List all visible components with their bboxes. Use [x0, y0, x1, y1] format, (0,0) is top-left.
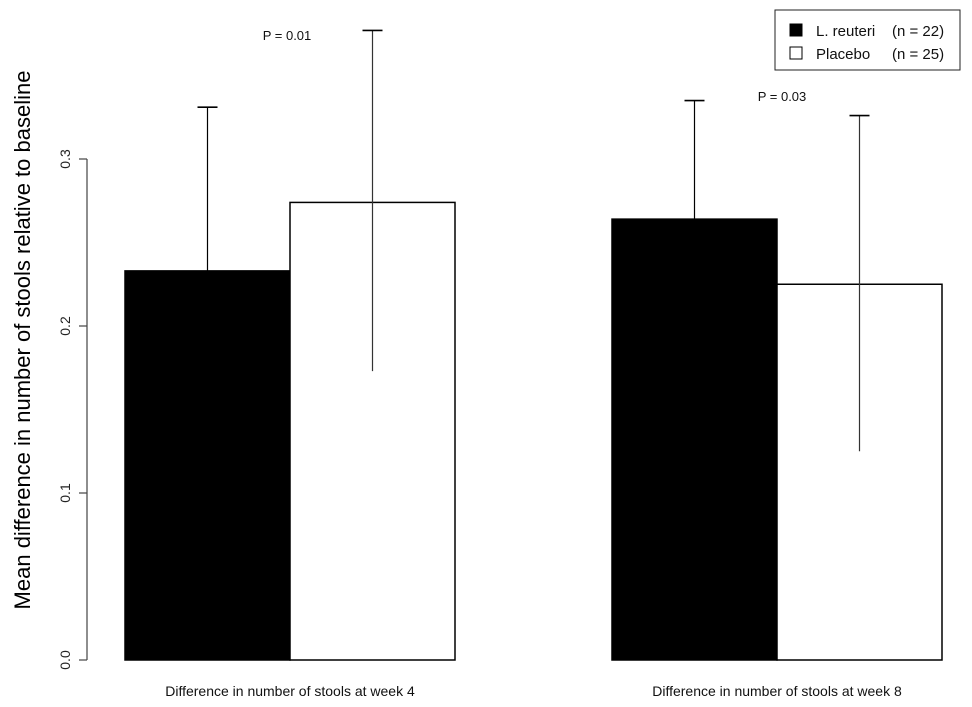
y-axis-label: Mean difference in number of stools rela…: [10, 71, 35, 610]
legend-swatch-placebo: [789, 46, 803, 60]
legend-label-l-reuteri: L. reuteri: [816, 23, 875, 40]
legend-n-l-reuteri: (n = 22): [892, 23, 944, 40]
y-tick-label-1: 0.1: [57, 483, 73, 503]
legend-label-placebo: Placebo: [816, 46, 870, 63]
category-label-0: Difference in number of stools at week 4: [165, 683, 415, 699]
bars-group: [124, 201, 943, 661]
legend: L. reuteri (n = 22) Placebo (n = 25): [774, 9, 961, 71]
legend-swatch-l-reuteri: [789, 23, 803, 37]
y-tick-label-2: 0.2: [57, 316, 73, 336]
p-value-annotations: P = 0.01 P = 0.03: [263, 28, 807, 104]
bar-0-0: [124, 270, 291, 661]
p-value-label-1: P = 0.03: [758, 89, 807, 104]
category-label-1: Difference in number of stools at week 8: [652, 683, 902, 699]
legend-n-placebo: (n = 25): [892, 46, 944, 63]
bar-0-1: [611, 218, 778, 661]
error-bars-group: [197, 29, 870, 452]
bar-1-1: [776, 283, 943, 661]
y-tick-label-0: 0.0: [57, 650, 73, 670]
category-labels: Difference in number of stools at week 4…: [165, 683, 902, 699]
legend-box: [774, 9, 961, 71]
y-axis: 0.0 0.1 0.2 0.3: [57, 149, 88, 670]
p-value-label-0: P = 0.01: [263, 28, 312, 43]
y-tick-label-3: 0.3: [57, 149, 73, 169]
